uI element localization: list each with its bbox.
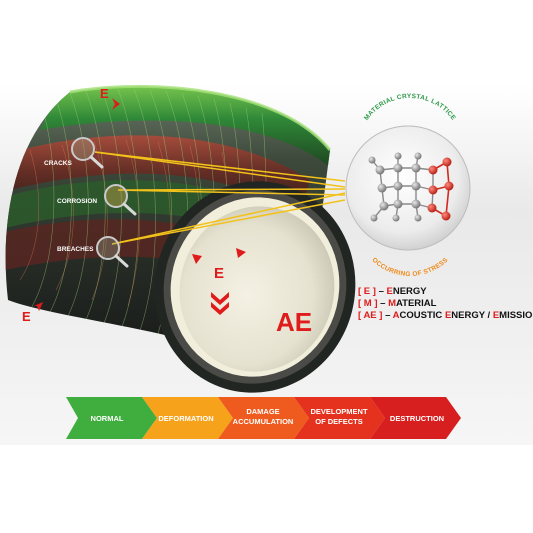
stage-damage-label-1: DAMAGE <box>246 407 279 416</box>
stage-defects-label-2: OF DEFECTS <box>315 417 363 426</box>
defect-callouts: CRACKS CORROSION BREACHES <box>44 137 346 268</box>
legend-sep: – <box>382 310 393 321</box>
arrow-icon <box>112 98 120 110</box>
stage-destruction-label: DESTRUCTION <box>390 414 444 423</box>
stage-defects <box>294 397 385 439</box>
energy-marker-left: E <box>22 309 31 324</box>
chevron-down-icon <box>211 292 229 305</box>
crystal-lattice-bubble: MATERIAL CRYSTAL LATTICE OCCURRING OF ST… <box>345 93 471 278</box>
legend-initial: M <box>388 298 397 309</box>
stage-deformation <box>142 397 233 439</box>
stage-destruction <box>370 397 461 439</box>
breaches-label: BREACHES <box>57 246 94 253</box>
legend-text: COUSTIC <box>399 310 445 321</box>
cracks-label: CRACKS <box>44 160 72 167</box>
legend-key: [ AE ] <box>358 310 383 321</box>
arrow-icon <box>34 302 43 311</box>
energy-marker-inner: E <box>214 265 224 282</box>
cracks-magnifier <box>71 137 104 169</box>
energy-marker-top: E <box>100 86 109 101</box>
chevron-down-icon <box>211 302 229 315</box>
corrosion-magnifier <box>104 184 137 216</box>
legend-initial: E <box>386 286 393 297</box>
legend-text: MISSION <box>499 310 533 321</box>
legend-text: NERGY / <box>451 310 493 321</box>
legend-initial: A <box>392 310 400 321</box>
inspection-beams <box>94 151 346 245</box>
energy-markers: E E E AE <box>22 86 312 337</box>
legend-initial: E <box>444 310 452 321</box>
lattice-atoms <box>368 152 454 222</box>
process-stages: NORMAL DEFORMATION DAMAGE ACCUMULATION D… <box>66 397 461 439</box>
legend-sep: – <box>377 298 389 309</box>
breaches-magnifier <box>96 236 129 268</box>
legend-initial: E <box>492 310 500 321</box>
stage-damage-label-2: ACCUMULATION <box>233 417 294 426</box>
stage-normal-label: NORMAL <box>91 414 124 423</box>
legend: [ E ] – ENERGY [ M ] – MATERIAL [ AE ] –… <box>358 286 533 322</box>
pipe-end <box>154 181 356 393</box>
stage-damage <box>218 397 309 439</box>
stage-defects-label-1: DEVELOPMENT <box>310 407 368 416</box>
legend-acoustic: [ AE ] – ACOUSTIC ENERGY / EMISSION <box>358 310 533 322</box>
legend-key: [ M ] <box>358 298 378 309</box>
corrosion-label: CORROSION <box>57 198 97 205</box>
ae-marker: AE <box>276 307 312 337</box>
legend-sep: – <box>375 286 387 297</box>
legend-material: [ M ] – MATERIAL <box>358 298 533 310</box>
legend-text: ATERIAL <box>396 298 437 309</box>
stage-normal <box>66 397 157 439</box>
legend-energy: [ E ] – ENERGY <box>358 286 533 298</box>
arrow-icon <box>236 248 246 258</box>
arrow-icon <box>192 254 202 264</box>
legend-text: NERGY <box>392 286 427 297</box>
stage-deformation-label: DEFORMATION <box>158 414 213 423</box>
legend-key: [ E ] <box>358 286 376 297</box>
